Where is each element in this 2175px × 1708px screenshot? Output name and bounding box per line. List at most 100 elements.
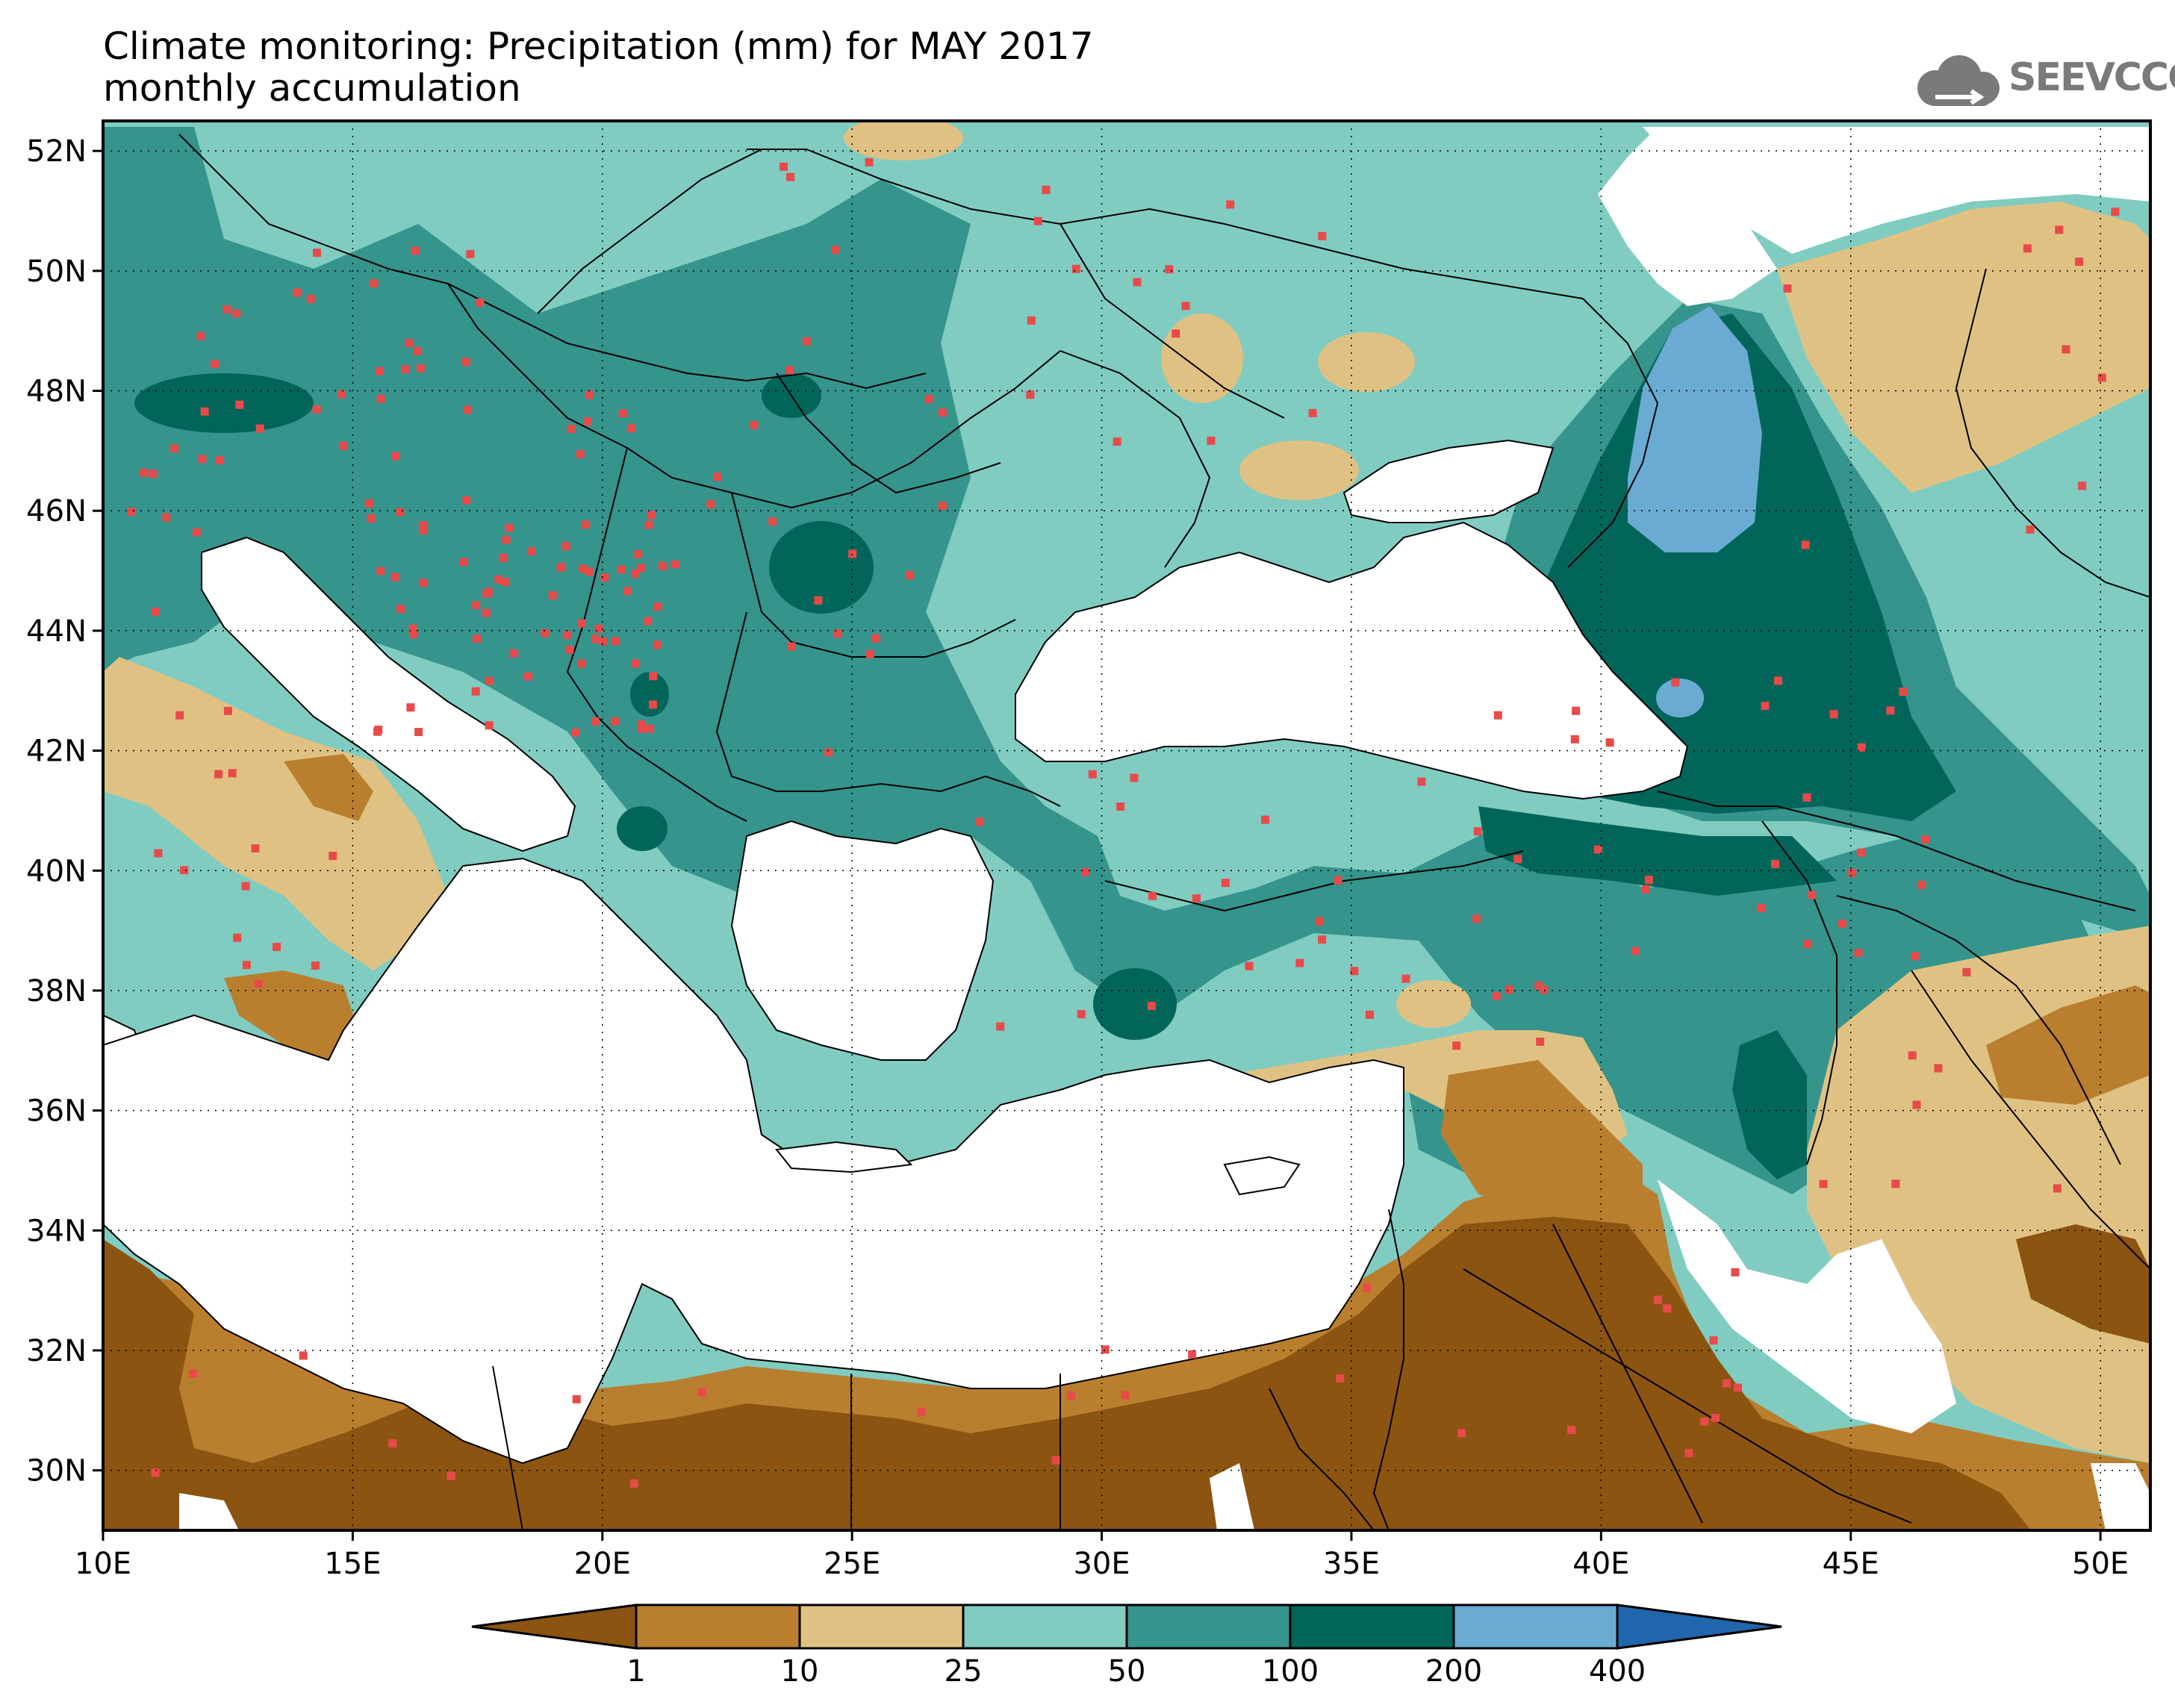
station-marker [485, 721, 494, 730]
station-marker [1829, 710, 1838, 719]
station-marker [154, 849, 163, 858]
masked-regions [103, 127, 2150, 1530]
station-marker [1295, 959, 1304, 967]
station-marker [1808, 891, 1817, 900]
station-marker [824, 748, 833, 757]
station-marker [577, 659, 586, 668]
station-marker [1042, 185, 1051, 194]
station-marker [831, 246, 840, 255]
zone-10-25-ukraine [1318, 332, 1415, 392]
station-marker [228, 769, 237, 778]
station-marker [647, 511, 656, 520]
zone-200-400-kuban [1628, 306, 1762, 552]
station-marker [1077, 1010, 1086, 1019]
zone-1-10-mesopotamia [1986, 985, 2150, 1105]
station-marker [180, 866, 189, 875]
station-marker [1033, 216, 1042, 225]
station-marker [585, 390, 594, 399]
lon-tick-label: 40E [1572, 1547, 1629, 1581]
station-marker [1318, 231, 1327, 240]
station-marker [1165, 265, 1174, 274]
station-marker [473, 635, 482, 643]
station-marker [414, 727, 423, 736]
nile-gap [1210, 1463, 1254, 1530]
colorbar-label: 200 [1425, 1654, 1482, 1689]
gulf-region-white [1658, 1179, 1956, 1433]
station-marker [594, 624, 603, 633]
station-marker [419, 526, 428, 534]
station-marker [127, 508, 136, 517]
station-marker [787, 642, 796, 651]
station-marker [1723, 1379, 1731, 1388]
station-marker [631, 569, 640, 578]
station-marker [1899, 688, 1908, 696]
station-marker [1802, 793, 1811, 802]
station-marker [617, 565, 626, 574]
station-marker [1457, 1429, 1466, 1438]
lon-tick-label: 15E [324, 1547, 381, 1581]
lon-tick-label: 35E [1323, 1547, 1380, 1581]
station-marker [924, 395, 933, 404]
station-marker [1734, 1383, 1743, 1392]
station-marker [313, 249, 322, 258]
station-marker [1473, 827, 1482, 836]
station-marker [1207, 436, 1216, 445]
zone-10-25-russia-east [1777, 202, 2150, 493]
station-marker [1917, 880, 1926, 889]
station-marker [712, 473, 721, 481]
station-marker [396, 508, 405, 517]
station-marker [1116, 802, 1125, 811]
cyprus-white [1223, 1156, 1301, 1196]
station-marker [2097, 373, 2106, 382]
zone-10-25-moldova [1161, 314, 1243, 403]
colorbar-label: 10 [781, 1654, 819, 1689]
station-marker [169, 444, 178, 453]
station-marker [2053, 1184, 2062, 1193]
station-marker [1133, 278, 1142, 287]
station-marker [410, 630, 419, 639]
station-marker [466, 249, 475, 258]
station-marker [1854, 948, 1863, 957]
station-marker [750, 420, 759, 429]
station-marker [2023, 244, 2032, 253]
zone-10-25-italy [103, 657, 448, 970]
station-marker [411, 246, 420, 255]
station-marker [1962, 967, 1971, 976]
station-marker [462, 496, 471, 505]
station-marker [337, 390, 346, 399]
station-marker [996, 1022, 1005, 1031]
zone-100-200-alps [134, 373, 314, 433]
station-marker [1567, 1426, 1576, 1435]
colorbar-swatch [635, 1603, 801, 1650]
station-marker [1700, 1417, 1709, 1426]
station-marker [408, 624, 417, 633]
station-marker [1641, 885, 1650, 894]
station-marker [629, 1479, 638, 1488]
station-marker [638, 724, 647, 733]
adriatic-sea [201, 536, 576, 853]
station-marker [405, 339, 414, 348]
station-marker [1631, 947, 1640, 956]
station-marker [1593, 845, 1602, 854]
station-marker [211, 359, 220, 368]
station-marker [599, 637, 608, 646]
lon-tick-label: 50E [2072, 1547, 2129, 1581]
lon-tick-label: 30E [1073, 1547, 1130, 1581]
zone-10-25-crimea [1239, 440, 1359, 500]
station-marker [565, 645, 574, 654]
station-marker [293, 288, 302, 297]
colorbar-swatch [962, 1603, 1128, 1650]
station-marker [697, 1388, 706, 1397]
station-marker [1536, 1038, 1545, 1047]
lat-tick-label: 50N [26, 255, 87, 289]
zone-50-100-central [103, 127, 2091, 1194]
colorbar-label: 50 [1108, 1654, 1146, 1689]
colorbar-swatch [1289, 1603, 1455, 1650]
station-marker [649, 672, 658, 681]
zone-below-1-iraq [2016, 1224, 2150, 1344]
colorbar-legend: 1 10 25 50 100 200 400 [471, 1603, 1782, 1689]
zone-100-200-balkans [630, 672, 669, 717]
station-marker [1363, 1283, 1372, 1292]
station-marker [1540, 985, 1549, 994]
